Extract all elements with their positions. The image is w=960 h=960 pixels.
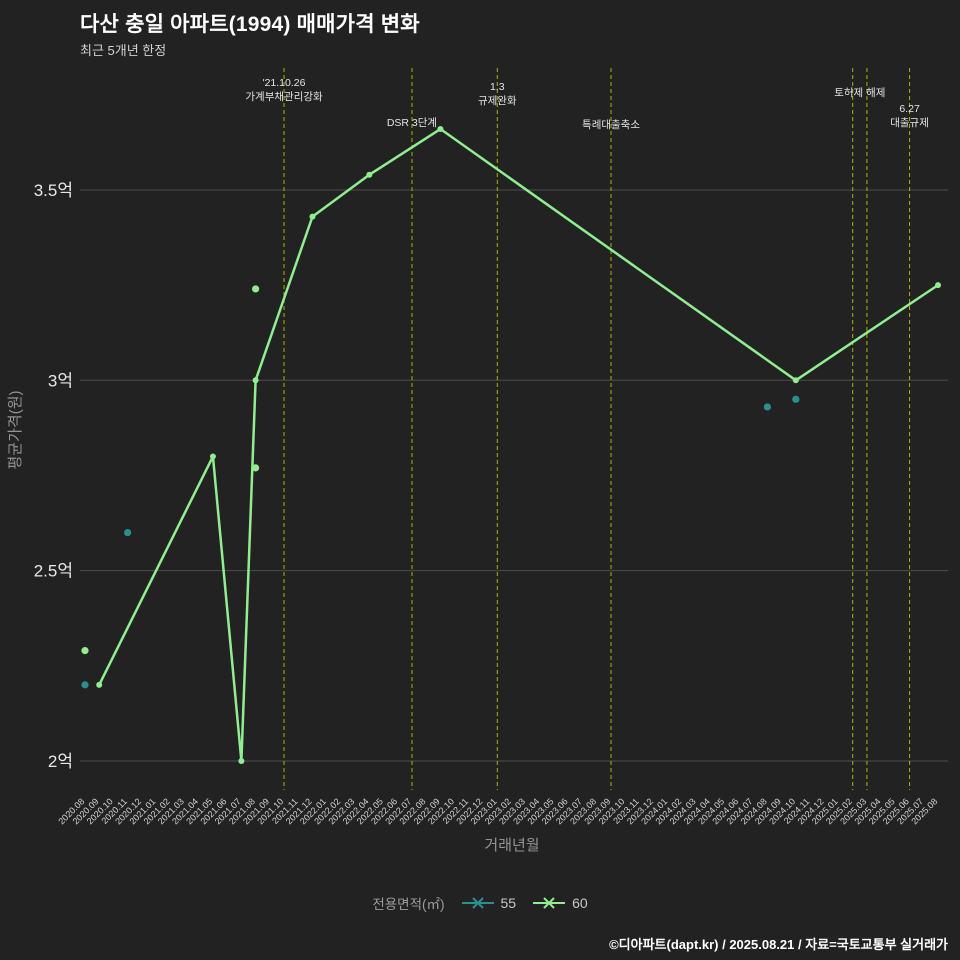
plot-area: 2억 2.5억 3억 3.5억 2020.082020.092020.102020.11… (7, 68, 948, 854)
legend-item-55[interactable]: 55 (461, 895, 517, 911)
legend: 전용면적(㎡) 55 60 (0, 893, 960, 913)
series-55 (81, 395, 800, 689)
svg-text:특례대출축소: 특례대출축소 (582, 119, 640, 131)
legend-title: 전용면적(㎡) (372, 897, 445, 912)
x-tick-labels: 2020.082020.092020.102020.112020.122021.… (56, 796, 939, 826)
svg-text:1.3: 1.3 (490, 81, 505, 93)
svg-text:가계부채관리강화: 가계부채관리강화 (245, 91, 323, 103)
y-axis-title: 평균가격(원) (7, 391, 24, 470)
svg-text:DSR 3단계: DSR 3단계 (387, 117, 437, 129)
svg-text:6.27: 6.27 (899, 103, 920, 115)
chart-title: 다산 충일 아파트(1994) 매매가격 변화 (80, 13, 420, 36)
legend-marker-55-icon (461, 896, 495, 910)
legend-label-60: 60 (572, 895, 588, 911)
chart-subtitle: 최근 5개년 한정 (80, 43, 167, 58)
series-60 (81, 126, 941, 764)
x-axis-title: 거래년월 (484, 837, 539, 854)
svg-text:3억: 3억 (48, 371, 73, 390)
svg-text:3.5억: 3.5억 (34, 181, 73, 200)
y-tick-labels: 2억 2.5억 3억 3.5억 (34, 181, 73, 771)
svg-text:대출규제: 대출규제 (890, 117, 929, 129)
svg-text:규제완화: 규제완화 (478, 94, 517, 107)
svg-text:2.5억: 2.5억 (34, 562, 73, 581)
legend-marker-60-icon (532, 896, 566, 910)
legend-label-55: 55 (500, 895, 517, 911)
svg-text:'21.10.26: '21.10.26 (263, 77, 306, 89)
source-credit: ©디아파트(dapt.kr) / 2025.08.21 / 자료=국토교통부 실… (609, 937, 948, 952)
svg-text:2억: 2억 (48, 752, 73, 771)
legend-item-60[interactable]: 60 (532, 895, 588, 911)
gridlines (80, 189, 948, 762)
svg-text:토허제 해제: 토허제 해제 (834, 86, 885, 99)
